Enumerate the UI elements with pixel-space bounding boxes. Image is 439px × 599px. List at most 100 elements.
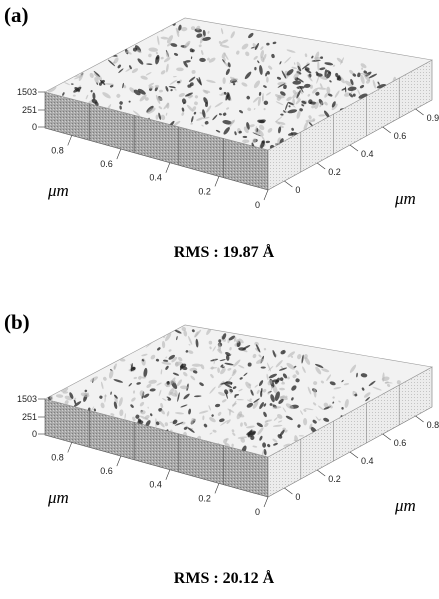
grain — [254, 42, 260, 51]
grain — [110, 391, 112, 395]
grain — [268, 365, 274, 371]
grain — [260, 134, 265, 141]
grain — [257, 96, 261, 107]
grain — [297, 97, 300, 100]
grain — [267, 444, 271, 448]
grain — [268, 65, 273, 70]
grain — [131, 397, 136, 402]
grain — [73, 86, 82, 93]
grain — [382, 372, 385, 382]
grain — [315, 366, 322, 375]
grain — [155, 54, 160, 65]
grain — [95, 73, 103, 81]
z-tick-label: 0 — [32, 429, 37, 439]
grain — [315, 73, 323, 77]
grain — [268, 373, 278, 379]
x-tick-label: 0.2 — [198, 186, 211, 196]
grain — [92, 92, 96, 100]
grain — [180, 404, 188, 408]
grain — [252, 353, 257, 359]
grain — [266, 92, 271, 96]
grain — [296, 110, 301, 119]
grain — [84, 389, 88, 393]
grain — [245, 381, 251, 389]
grain — [158, 112, 162, 120]
x-tick-label: 0.4 — [149, 480, 162, 490]
grain — [341, 379, 344, 383]
grain — [223, 57, 226, 62]
grain — [220, 367, 226, 375]
grain — [181, 326, 187, 332]
grain — [284, 56, 292, 64]
grain — [214, 403, 221, 408]
grain — [104, 83, 115, 86]
grain — [290, 355, 294, 358]
grain — [230, 31, 235, 39]
grain — [318, 418, 322, 421]
grain — [326, 70, 331, 74]
grain — [258, 380, 264, 387]
grain — [236, 398, 244, 401]
grain — [368, 380, 376, 387]
grain — [181, 98, 187, 104]
grain — [260, 387, 263, 393]
grain — [285, 415, 293, 421]
grain — [110, 413, 115, 416]
grain — [312, 402, 317, 406]
grain — [284, 429, 288, 433]
z-tick-label: 1503 — [17, 394, 37, 404]
grain — [161, 361, 172, 365]
grain — [308, 115, 312, 120]
grain — [296, 61, 301, 69]
grain — [172, 372, 180, 376]
grain — [309, 84, 313, 89]
grain — [287, 351, 296, 358]
grain — [349, 93, 353, 98]
grain — [286, 96, 292, 102]
x-tick — [165, 469, 171, 480]
grain — [183, 426, 188, 430]
grain — [113, 57, 119, 64]
grain — [280, 350, 286, 355]
grain — [279, 377, 284, 381]
grain — [148, 47, 158, 52]
grain — [70, 83, 74, 85]
y-tick — [317, 162, 326, 170]
grain — [344, 80, 353, 87]
grain — [332, 401, 335, 404]
grain — [236, 411, 243, 420]
grain — [304, 357, 311, 365]
grain — [128, 100, 131, 103]
afm-panel: (a) 1503 251 0 0.8 0.6 0.4 0.2 0 μm 0 0.2 0.4 0.6 0.9 μ… — [4, 3, 439, 210]
z-tick-label: 1503 — [17, 87, 37, 97]
grain — [247, 362, 252, 367]
grain — [100, 402, 105, 409]
grain — [220, 27, 224, 35]
grain — [96, 82, 99, 85]
grain — [238, 364, 245, 369]
grain — [276, 76, 282, 80]
grain — [256, 389, 260, 395]
y-tick — [317, 469, 326, 477]
grain — [295, 98, 302, 105]
y-unit: μm — [394, 496, 416, 515]
grain — [174, 412, 184, 415]
grain — [190, 420, 194, 425]
grain — [372, 79, 376, 89]
grain — [160, 70, 166, 75]
grain — [193, 111, 197, 115]
surface-texture — [47, 326, 401, 457]
grain — [160, 403, 164, 409]
grain — [302, 366, 306, 374]
grain — [278, 398, 284, 404]
grain — [291, 66, 298, 70]
grain — [149, 388, 156, 392]
grain — [158, 106, 163, 110]
y-tick — [415, 108, 424, 116]
grain — [201, 124, 204, 127]
grain — [258, 91, 262, 96]
grain — [193, 395, 202, 398]
grain — [218, 391, 226, 396]
grain — [207, 57, 210, 61]
grain — [257, 60, 260, 64]
